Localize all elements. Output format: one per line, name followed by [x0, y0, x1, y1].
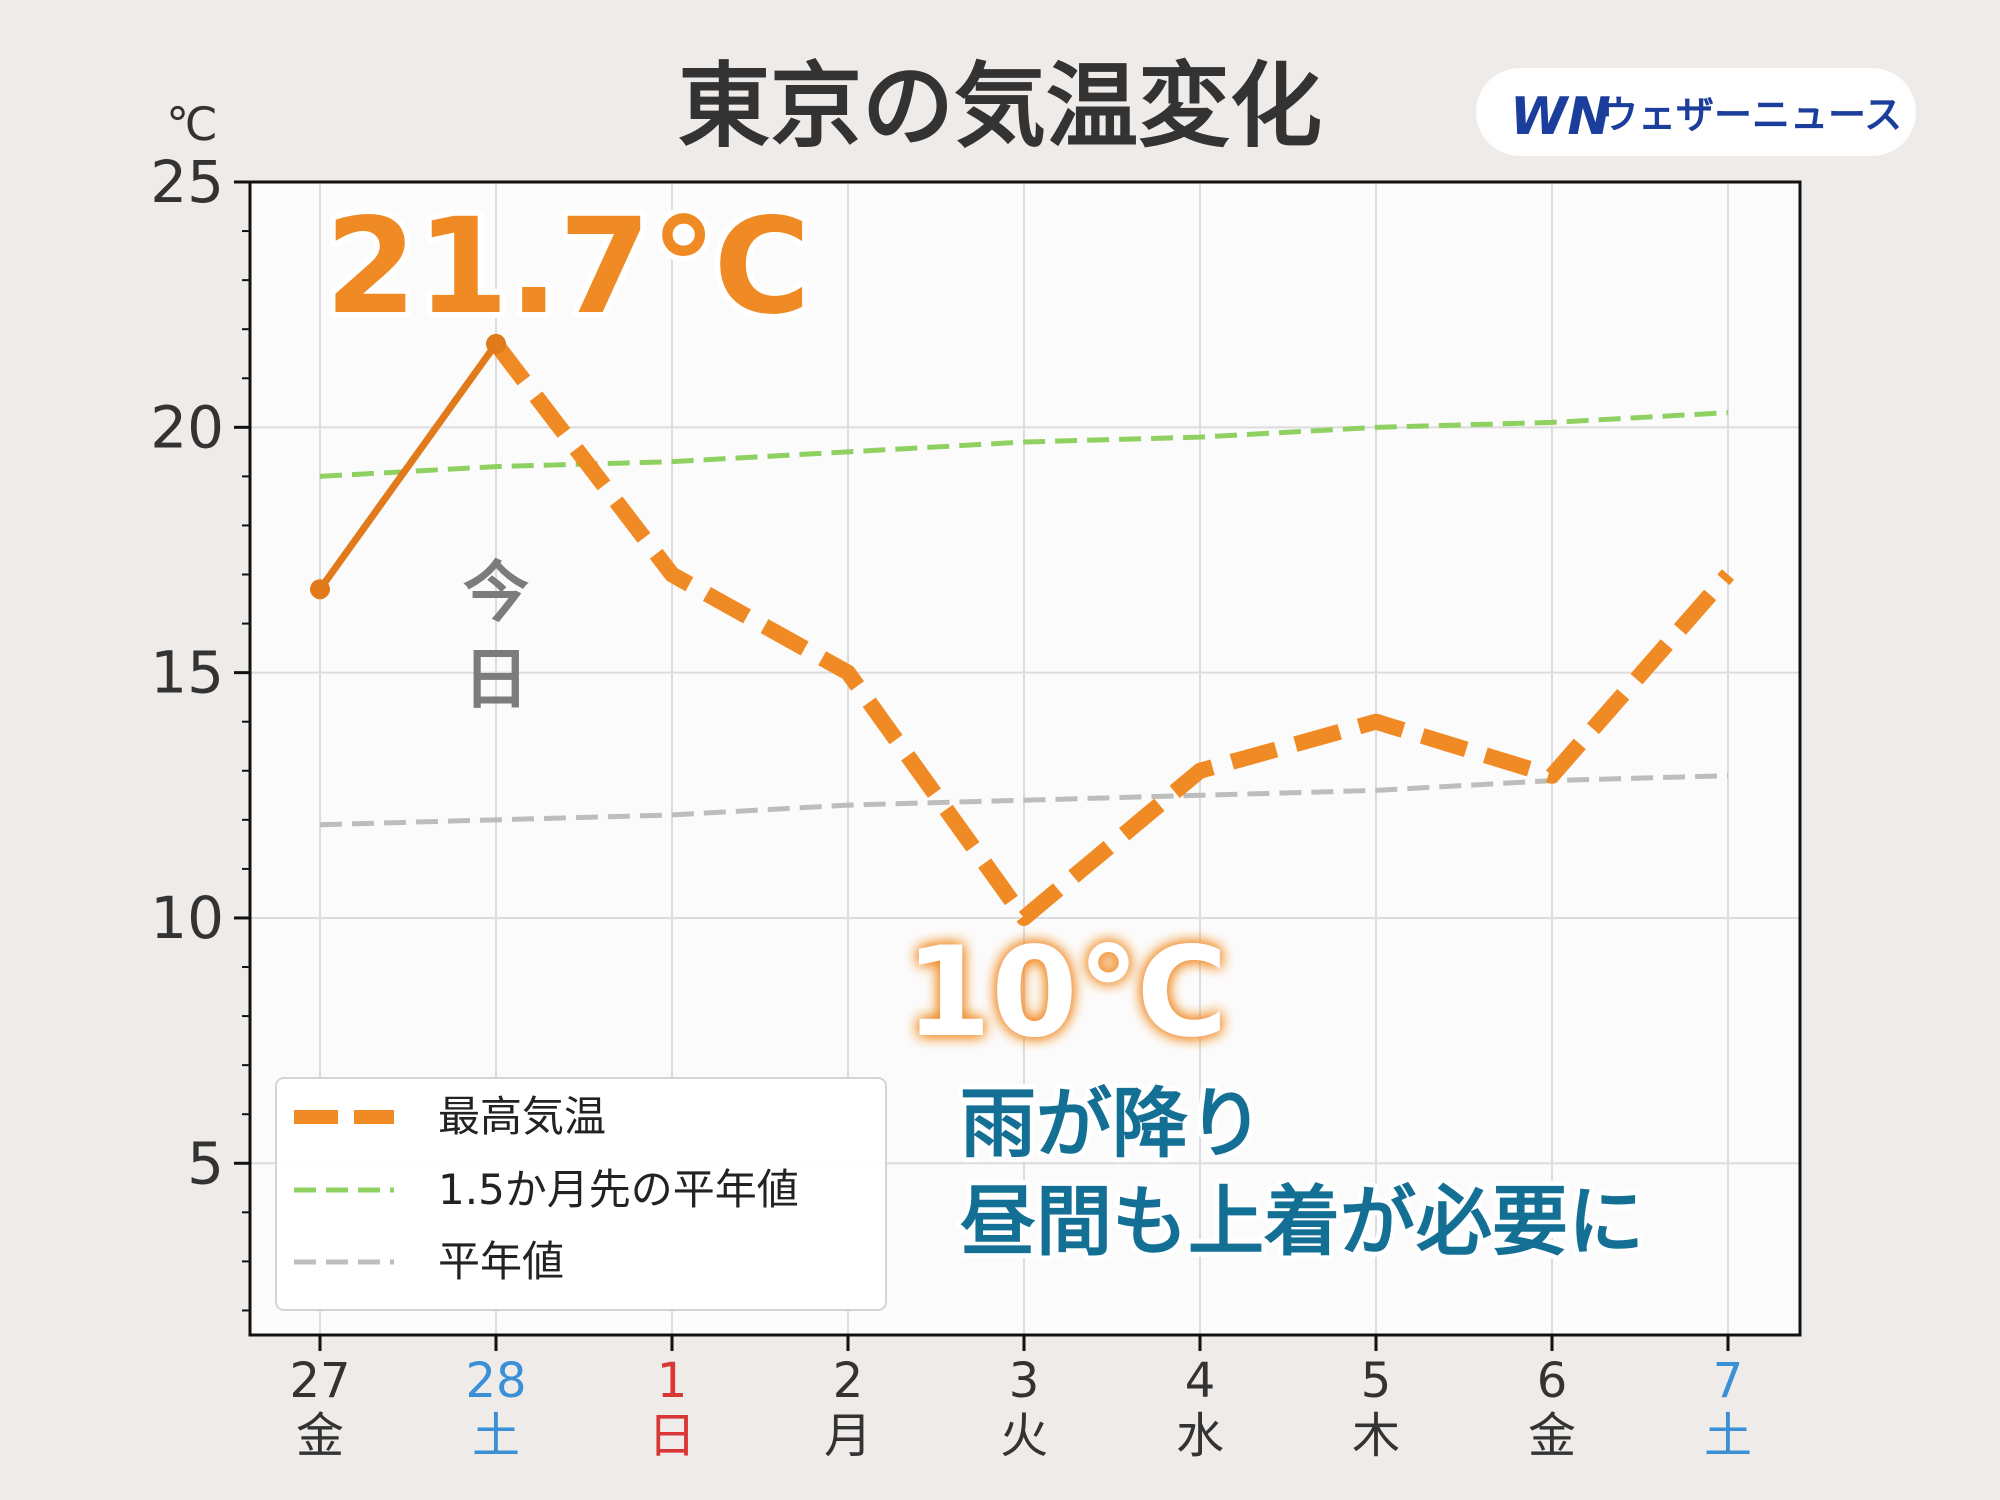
unit-label: ℃ [166, 97, 218, 151]
y-tick-label: 15 [150, 639, 224, 707]
x-tick-label-weekday: 木 [1352, 1408, 1400, 1464]
series-point-max-observed [486, 333, 506, 354]
x-tick-label-weekday: 火 [1000, 1408, 1048, 1464]
series-line-future-normal [319, 410, 1729, 479]
legend-label-max: 最高気温 [438, 1092, 606, 1141]
brand-mark: WN [1510, 87, 1611, 147]
chart-title: 東京の気温変化 [678, 53, 1322, 160]
x-tick-label-weekday: 水 [1176, 1408, 1224, 1464]
brand-pill [1476, 68, 1916, 156]
series-line-max-observed [317, 341, 499, 592]
x-tick-label-weekday: 土 [1704, 1408, 1752, 1464]
x-tick-label-day: 4 [1185, 1353, 1216, 1409]
max-temp-label: 21.7℃ [325, 190, 811, 344]
today-label-bottom: 日 [463, 641, 529, 718]
today-label-top: 今 [463, 554, 529, 631]
x-tick-label-day: 28 [465, 1353, 526, 1409]
x-tick-label-day: 7 [1713, 1353, 1744, 1409]
x-tick-label-weekday: 月 [824, 1408, 872, 1464]
x-tick-label-weekday: 金 [296, 1408, 344, 1464]
brand-name: ウェザーニュース [1600, 93, 1902, 137]
brand-logo: WN ウェザーニュース [1476, 68, 1916, 156]
x-tick-label-day: 5 [1361, 1353, 1392, 1409]
x-tick-label-weekday: 日 [648, 1408, 696, 1464]
y-tick-label: 10 [150, 884, 224, 952]
series-line-max-forecast [489, 339, 1735, 926]
x-tick-label-day: 6 [1537, 1353, 1568, 1409]
min-temp-label: 10℃ [905, 921, 1228, 1065]
message-line-2: 昼間も上着が必要に [960, 1177, 1644, 1266]
y-axis: 5 10 15 20 25 [150, 148, 250, 1312]
legend-label-future-normal: 1.5か月先の平年値 [438, 1165, 799, 1214]
x-tick-label-weekday: 金 [1528, 1408, 1576, 1464]
y-tick-label: 25 [150, 148, 224, 216]
y-tick-label: 20 [150, 393, 224, 461]
y-tick-label: 5 [187, 1129, 224, 1197]
legend-label-normal: 平年値 [438, 1237, 564, 1286]
x-tick-label-day: 27 [289, 1353, 350, 1409]
x-tick-label-weekday: 土 [472, 1408, 520, 1464]
x-tick-label-day: 3 [1009, 1353, 1040, 1409]
message-line-1: 雨が降り [960, 1079, 1264, 1168]
series-point-max-observed [310, 579, 330, 600]
series-layer [310, 333, 1735, 926]
legend-box [275, 1077, 887, 1311]
legend: 最高気温 1.5か月先の平年値 平年値 [275, 1077, 887, 1311]
x-tick-label-day: 1 [657, 1353, 688, 1409]
series-line-normal [319, 773, 1729, 828]
x-tick-label-day: 2 [833, 1353, 864, 1409]
plot-frame [248, 180, 1802, 1337]
